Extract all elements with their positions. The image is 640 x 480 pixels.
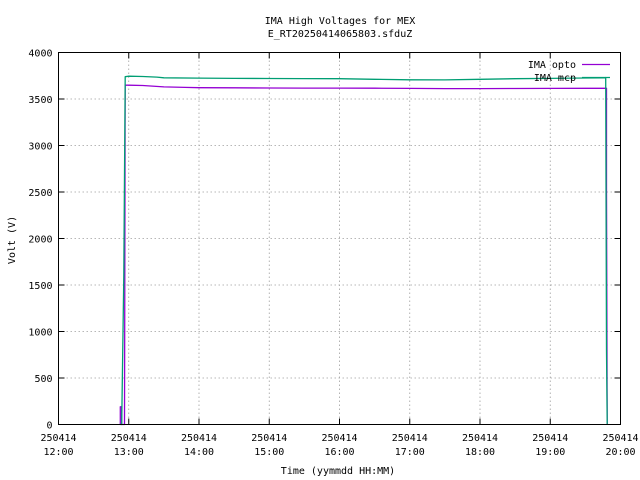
x-tick-time-label: 12:00 (43, 447, 73, 458)
series-layer (119, 75, 608, 426)
chart-subtitle: E_RT20250414065803.sfduZ (268, 29, 413, 40)
x-tick-time-label: 13:00 (114, 447, 144, 458)
y-tick-label: 3500 (28, 95, 52, 106)
series-line-ima-opto (119, 84, 608, 426)
x-tick-time-label: 20:00 (605, 447, 635, 458)
x-tick-date-label: 250414 (602, 433, 638, 444)
y-tick-label: 4000 (28, 49, 52, 60)
x-tick-time-label: 18:00 (465, 447, 495, 458)
y-tick-label: 500 (34, 374, 52, 385)
legend-label: IMA mcp (534, 73, 576, 84)
x-tick-date-label: 250414 (40, 433, 76, 444)
x-tick-time-label: 17:00 (395, 447, 425, 458)
legend: IMA opto IMA mcp (528, 60, 610, 84)
y-axis-label: Volt (V) (7, 216, 18, 264)
x-tick-date-label: 250414 (111, 433, 147, 444)
chart-title: IMA High Voltages for MEX (265, 16, 416, 27)
y-tick-label: 2000 (28, 235, 52, 246)
y-tick-label: 1500 (28, 281, 52, 292)
x-tick-time-label: 19:00 (535, 447, 565, 458)
plot-frame (58, 52, 621, 425)
y-tick-label: 2500 (28, 188, 52, 199)
x-tick-date-label: 250414 (532, 433, 568, 444)
series-line-ima-mcp (120, 75, 608, 426)
x-tick-time-label: 16:00 (324, 447, 354, 458)
grid-layer (58, 52, 621, 425)
x-tick-date-label: 250414 (251, 433, 287, 444)
tick-layer: 0 500 1000 1500 2000 2500 3000 3500 4000 250414 12… (28, 49, 638, 459)
x-tick-time-label: 14:00 (184, 447, 214, 458)
legend-label: IMA opto (528, 60, 576, 71)
y-tick-label: 0 (46, 421, 52, 432)
x-tick-date-label: 250414 (181, 433, 217, 444)
x-tick-date-label: 250414 (462, 433, 498, 444)
x-axis-label: Time (yymmdd HH:MM) (281, 466, 395, 477)
y-tick-label: 1000 (28, 328, 52, 339)
x-tick-time-label: 15:00 (254, 447, 284, 458)
x-tick-date-label: 250414 (392, 433, 428, 444)
x-tick-date-label: 250414 (321, 433, 357, 444)
y-tick-label: 3000 (28, 142, 52, 153)
